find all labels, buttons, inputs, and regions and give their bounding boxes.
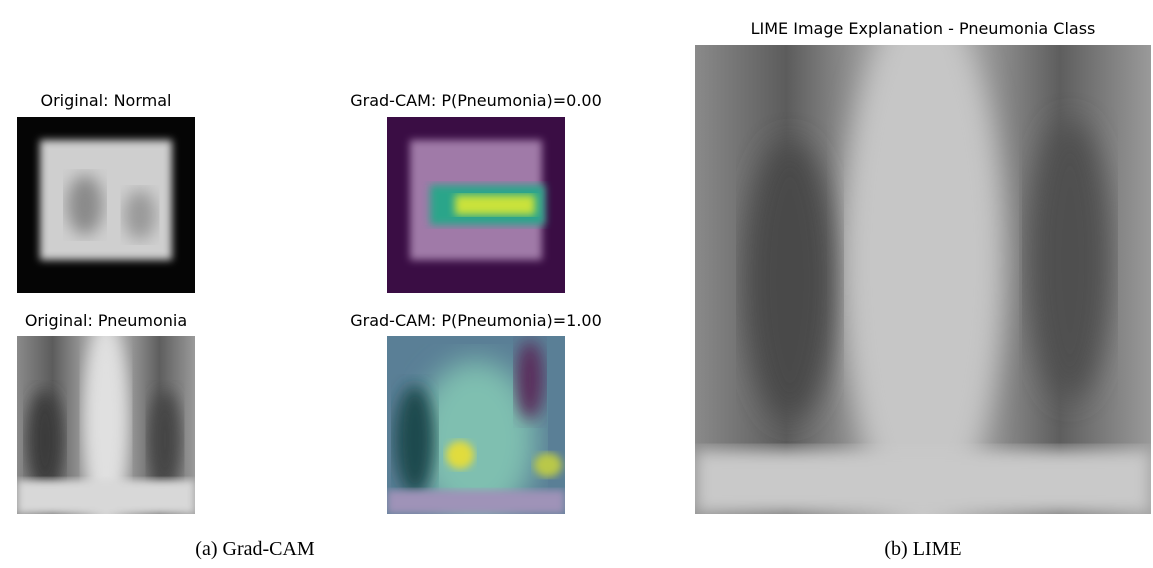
panel-title: Grad-CAM: P(Pneumonia)=0.00 <box>350 91 602 110</box>
subfigure-caption: (a) Grad-CAM <box>195 538 315 560</box>
xray-normal <box>17 117 195 293</box>
lime-image <box>695 10 1151 514</box>
gradcam-pneumonia <box>387 336 565 520</box>
panel-title: Original: Pneumonia <box>25 311 187 330</box>
figure: Original: Normal Grad-CAM: P(Pneumonia)=… <box>0 0 1153 568</box>
panel-title: Grad-CAM: P(Pneumonia)=1.00 <box>350 311 602 330</box>
page: Original: Normal Grad-CAM: P(Pneumonia)=… <box>0 0 1153 568</box>
panel-title: Original: Normal <box>41 91 172 110</box>
panel-title: LIME Image Explanation - Pneumonia Class <box>751 19 1096 38</box>
gradcam-normal <box>387 117 565 293</box>
subfigure-caption: (b) LIME <box>884 538 961 560</box>
xray-pneumonia <box>17 325 195 515</box>
